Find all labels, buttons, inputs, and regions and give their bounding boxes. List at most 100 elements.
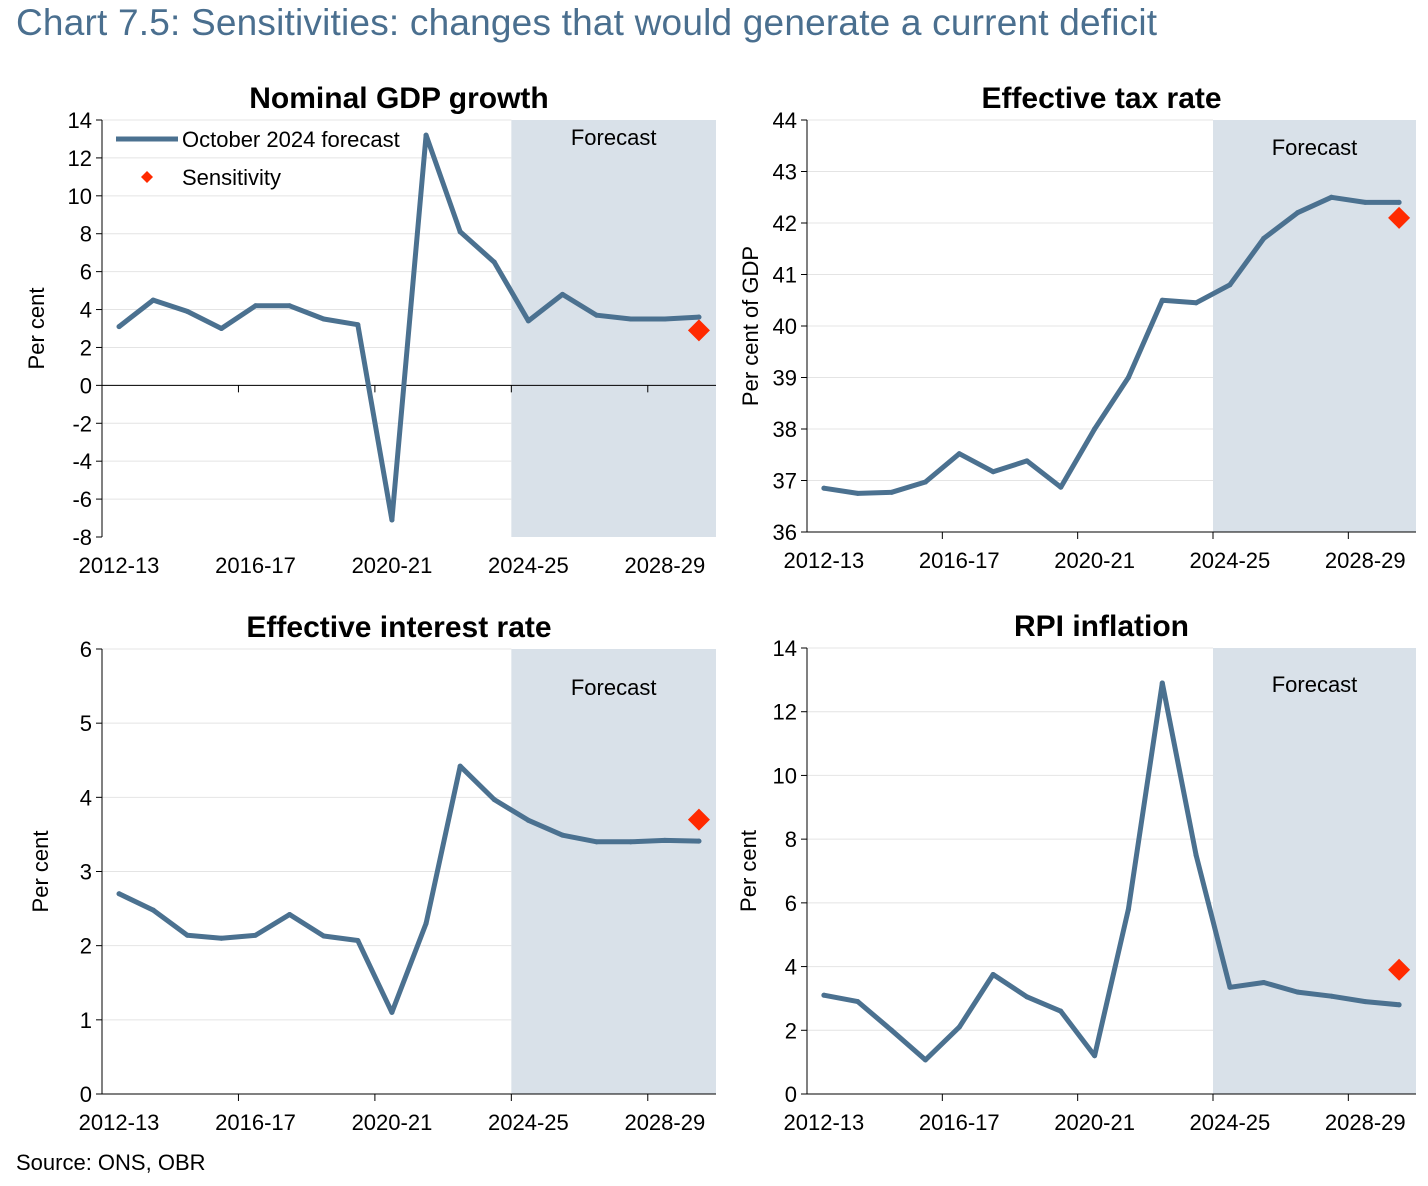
x-tick-label: 2020-21	[352, 1110, 433, 1135]
x-tick-label: 2012-13	[784, 548, 865, 573]
y-tick-label: 6	[785, 891, 797, 916]
panel-title: Nominal GDP growth	[249, 82, 548, 115]
forecast-label: Forecast	[571, 675, 657, 700]
data-point	[423, 920, 429, 926]
panel-effective-interest-rate: 0 1 2 3 4 5 6 2012-13 2016-17 2020-21 2024-25 2028-…	[28, 611, 716, 1135]
y-tick-label: 5	[80, 711, 92, 736]
x-tick-label: 2012-13	[79, 553, 160, 578]
data-point	[1159, 297, 1165, 303]
data-point	[457, 763, 463, 769]
y-tick-label: -8	[72, 525, 92, 550]
data-point	[116, 324, 122, 330]
data-point	[855, 999, 861, 1005]
y-tick-label: 8	[80, 222, 92, 247]
y-tick-label: 2	[80, 934, 92, 959]
x-tick-label: 2024-25	[488, 1110, 569, 1135]
data-point	[889, 1027, 895, 1033]
y-tick-label: 40	[773, 314, 797, 339]
data-point	[287, 303, 293, 309]
forecast-label: Forecast	[1272, 135, 1358, 160]
y-tick-label: 1	[80, 1008, 92, 1033]
y-tick-label: 14	[68, 108, 92, 133]
data-point	[1193, 852, 1199, 858]
data-point	[990, 469, 996, 475]
data-point	[922, 1057, 928, 1063]
legend-sensitivity-label: Sensitivity	[182, 165, 281, 190]
y-tick-label: 0	[80, 373, 92, 398]
panel-title: RPI inflation	[1014, 610, 1189, 643]
y-tick-label: 8	[785, 827, 797, 852]
panel-title: Effective interest rate	[246, 611, 551, 644]
forecast-band	[511, 120, 716, 537]
data-point	[560, 291, 565, 297]
y-tick-label: 2	[80, 335, 92, 360]
y-tick-label: -6	[72, 487, 92, 512]
data-point	[1024, 994, 1030, 1000]
data-point	[253, 303, 258, 309]
data-point	[287, 912, 293, 918]
data-point	[321, 933, 327, 939]
x-tick-label: 2024-25	[1190, 1110, 1271, 1135]
sensitivity-marker	[1388, 206, 1411, 229]
x-tick-label: 2028-29	[1325, 548, 1406, 573]
data-point	[560, 832, 565, 838]
x-tick-label: 2020-21	[1054, 548, 1135, 573]
data-point	[116, 891, 122, 897]
data-point	[855, 490, 861, 496]
data-point	[1092, 1053, 1098, 1059]
data-point	[150, 297, 156, 303]
data-point	[423, 132, 429, 138]
data-point	[218, 935, 224, 941]
data-point	[1227, 282, 1233, 288]
data-point	[1396, 199, 1402, 205]
series-line-october-2024-forecast	[821, 194, 1402, 496]
y-axis-label: Per cent	[736, 830, 761, 912]
data-point	[184, 308, 190, 314]
x-tick-label: 2016-17	[919, 1110, 1000, 1135]
panel-effective-tax-rate: 36 37 38 39 40 41 42 43 44 2012-13 2016-17 2020-21 2…	[738, 82, 1416, 573]
x-tick-label: 2028-29	[1325, 1110, 1406, 1135]
data-point	[628, 839, 634, 845]
y-tick-label: 43	[773, 160, 797, 185]
forecast-label: Forecast	[1272, 672, 1358, 697]
sensitivity-marker	[1388, 958, 1411, 981]
data-point	[889, 489, 895, 495]
data-point	[491, 259, 497, 265]
source-note: Source: ONS, OBR	[16, 1150, 206, 1175]
x-tick-label: 2012-13	[79, 1110, 160, 1135]
y-tick-label: 4	[80, 298, 92, 323]
x-tick-label: 2028-29	[624, 553, 705, 578]
data-point	[1024, 458, 1030, 464]
data-point	[525, 318, 531, 324]
y-tick-label: 2	[785, 1018, 797, 1043]
data-point	[150, 907, 156, 913]
forecast-band	[1213, 648, 1416, 1094]
chart-title: Chart 7.5: Sensitivities: changes that w…	[16, 2, 1158, 43]
y-tick-label: 42	[773, 211, 797, 236]
data-point	[1328, 194, 1334, 200]
data-point	[491, 797, 497, 803]
y-tick-label: 12	[68, 146, 92, 171]
forecast-label: Forecast	[571, 125, 657, 150]
y-tick-label: 0	[785, 1082, 797, 1107]
y-tick-label: 14	[773, 636, 797, 661]
data-point	[628, 316, 634, 322]
data-point	[922, 479, 928, 485]
data-point	[1362, 199, 1368, 205]
y-axis-label: Per cent of GDP	[738, 246, 763, 406]
data-point	[389, 1009, 395, 1015]
sensitivity-marker	[687, 808, 710, 831]
data-point	[1261, 980, 1267, 985]
series-line-october-2024-forecast	[116, 763, 702, 1015]
data-point	[457, 229, 463, 235]
y-tick-label: 6	[80, 637, 92, 662]
x-tick-label: 2016-17	[215, 1110, 296, 1135]
data-point	[594, 312, 600, 318]
y-tick-label: -4	[72, 449, 92, 474]
series-line-october-2024-forecast	[116, 132, 702, 523]
data-point	[1227, 984, 1233, 990]
panel-nominal-gdp-growth: -8 -6 -4 -2 0 2 4 6 8 10 12 14 2012-13 2016-17 2020-21…	[24, 82, 716, 578]
x-tick-label: 2028-29	[624, 1110, 705, 1135]
data-point	[1261, 235, 1267, 241]
y-tick-label: 12	[773, 700, 797, 725]
